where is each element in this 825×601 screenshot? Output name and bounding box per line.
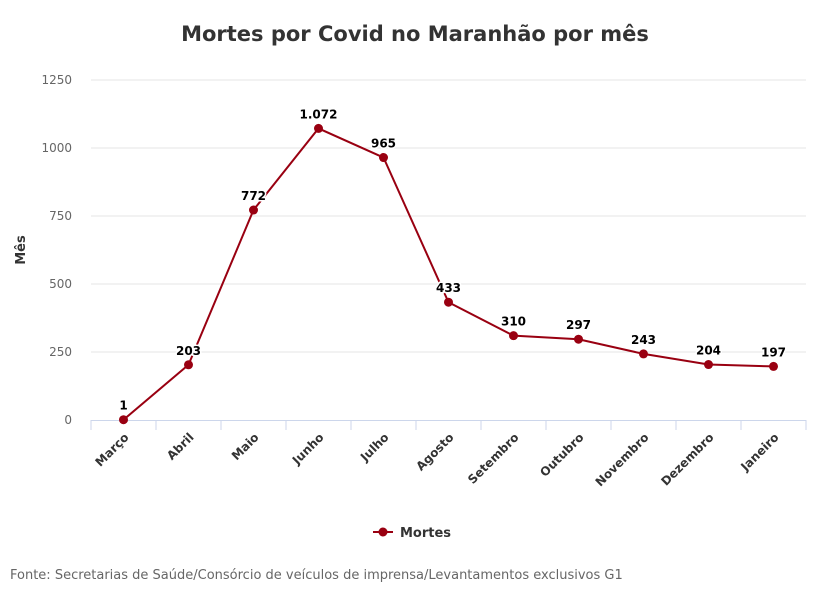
x-tick-label: Março (92, 430, 131, 469)
data-point (444, 297, 453, 307)
x-tick-label: Dezembro (658, 430, 716, 488)
x-tick-label: Julho (357, 430, 392, 465)
data-point (119, 415, 128, 425)
data-label: 772 (241, 189, 266, 203)
y-tick-label: 500 (49, 277, 72, 291)
x-tick-label: Abril (164, 430, 197, 463)
x-tick-label: Janeiro (737, 430, 781, 474)
x-tick-label: Outubro (537, 430, 586, 479)
data-label: 243 (631, 333, 656, 347)
data-label: 433 (436, 281, 461, 295)
legend[interactable]: Mortes (373, 526, 451, 541)
data-point (769, 361, 778, 371)
data-point (574, 334, 583, 344)
y-tick-label: 750 (49, 209, 72, 223)
legend-label[interactable]: Mortes (400, 526, 451, 541)
data-label: 204 (696, 344, 721, 358)
x-tick-label: Junho (289, 430, 327, 468)
y-tick-label: 1000 (41, 141, 72, 155)
data-label: 1.072 (300, 107, 338, 121)
data-point (639, 349, 648, 359)
data-label: 1 (119, 399, 127, 413)
y-tick-label: 250 (49, 345, 72, 359)
data-point (379, 153, 388, 163)
data-label: 203 (176, 344, 201, 358)
x-tick-label: Maio (229, 430, 262, 463)
data-point (314, 123, 323, 133)
y-tick-label: 0 (64, 413, 72, 427)
x-tick-label: Novembro (593, 430, 652, 489)
data-point (184, 360, 193, 370)
source-note: Fonte: Secretarias de Saúde/Consórcio de… (10, 568, 623, 583)
x-tick-label: Agosto (413, 430, 456, 473)
legend-marker-icon (378, 527, 388, 537)
data-label: 965 (371, 137, 396, 151)
data-point (704, 360, 713, 370)
series-line (122, 127, 774, 421)
y-tick-label: 1250 (41, 73, 72, 87)
data-label: 197 (761, 345, 786, 359)
data-label: 310 (501, 315, 526, 329)
data-label: 297 (566, 318, 591, 332)
y-axis-label: Mês (14, 235, 29, 265)
data-point (509, 331, 518, 341)
chart-title: Mortes por Covid no Maranhão por mês (181, 22, 649, 46)
data-point (249, 205, 258, 215)
x-tick-label: Setembro (465, 430, 522, 487)
